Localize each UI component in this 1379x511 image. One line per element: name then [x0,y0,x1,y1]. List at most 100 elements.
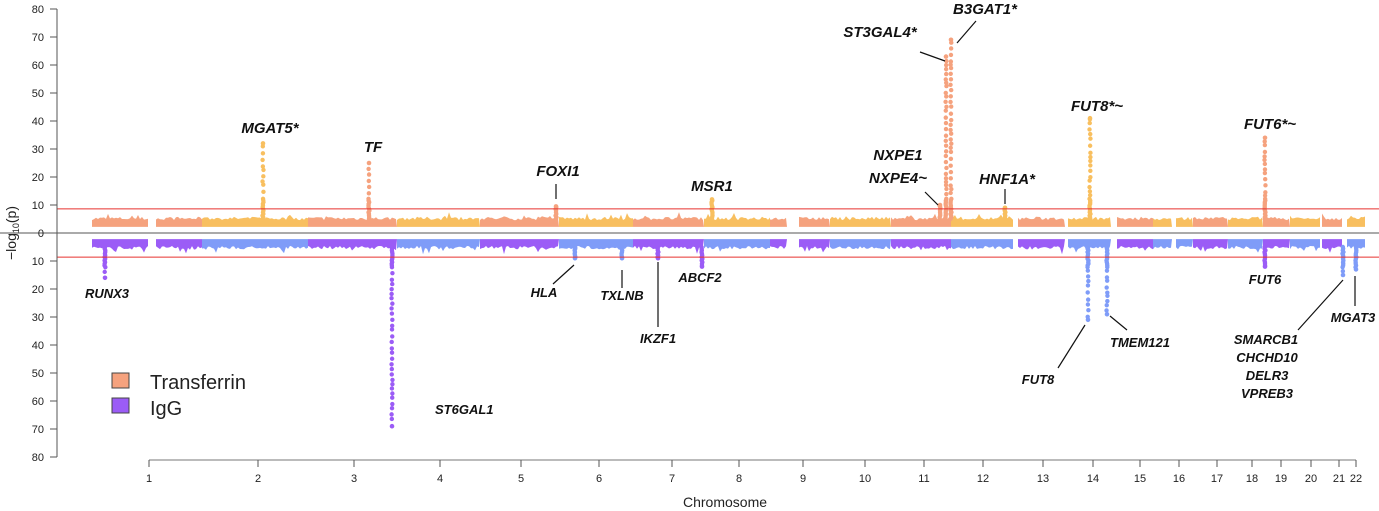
gene-label: TF [364,139,383,156]
transferrin-band [770,217,787,227]
igg-band [633,239,704,254]
transferrin-peak-point [943,133,949,138]
transferrin-peak-point [948,111,954,116]
igg-band [830,239,891,250]
transferrin-peak-point [1263,190,1268,195]
igg-peak-point [390,382,395,387]
y-tick-label: 60 [32,60,44,72]
transferrin-peak-point [943,153,949,159]
transferrin-peak-point [948,65,954,71]
igg-peak-point [389,386,395,391]
gene-label: DELR3 [1246,368,1289,383]
igg-peak-point [1086,278,1091,284]
x-tick-label: 10 [859,473,871,485]
y-tick-label: 30 [32,144,44,156]
igg-peak-point [1085,290,1090,295]
igg-peak-point [1340,272,1346,278]
transferrin-peak-point [943,115,948,120]
igg-peak-point [1085,297,1091,302]
legend-label-igg: IgG [150,398,182,420]
transferrin-peak-point [949,186,954,192]
x-tick-label: 7 [669,473,675,485]
igg-band [397,239,480,255]
igg-peak-point [102,275,108,281]
igg-band [1228,239,1263,253]
transferrin-peak-point [948,149,954,155]
transferrin-band [1176,217,1193,227]
transferrin-peak-point [943,179,949,185]
igg-peak-point [1104,308,1109,313]
transferrin-peak-point [948,37,954,43]
igg-peak-point [1104,275,1110,280]
transferrin-peak-point [948,127,953,133]
y-tick-label: 30 [32,312,44,324]
transferrin-peak-point [261,189,266,195]
transferrin-peak-point [1262,135,1268,141]
transferrin-band [559,213,633,227]
transferrin-peak-point [943,54,949,59]
y-tick-label: 50 [32,368,44,380]
transferrin-peak-point [1087,192,1093,198]
y-tick-label: 20 [32,172,44,184]
transferrin-peak-point [948,190,953,196]
transferrin-band [1263,216,1290,227]
transferrin-band [1018,216,1065,227]
igg-peak-point [389,339,394,345]
transferrin-band [891,213,951,227]
transferrin-band [1322,213,1342,227]
transferrin-peak-point [944,71,949,77]
transferrin-peak-point [1087,189,1093,194]
transferrin-peak-point [948,59,954,64]
transferrin-band [397,212,480,227]
gene-labels: MGAT5* TF FOXI1 MSR1 NXPE1 NXPE4~ ST3GAL4* B3GA… [85,1,1376,417]
leader-line [1057,324,1086,369]
gene-label: MSR1 [691,178,733,195]
transferrin-peak-point [943,138,948,143]
transferrin-peak-point [1087,178,1092,183]
transferrin-band [156,216,202,227]
transferrin-peak-point [260,151,266,156]
igg-peak-point [389,311,395,316]
y-tick-label: 20 [32,284,44,296]
gene-label: RUNX3 [85,286,130,301]
igg-peak-point [390,334,395,339]
y-tick-label: 10 [32,200,44,212]
transferrin-peak-point [1262,196,1268,202]
transferrin-peak-point [943,171,949,177]
gene-label: HLA [531,285,558,300]
transferrin-peak-point [944,104,949,110]
gene-label: NXPE1 [873,147,922,164]
igg-band [559,239,633,250]
transferrin-peak-point [1262,193,1268,198]
y-axis-label-sub: 10 [11,223,21,233]
igg-peak-point [389,356,395,361]
x-tick-label: 12 [977,473,989,485]
transferrin-peak-point [709,197,715,202]
transferrin-peak-point [1087,127,1092,132]
igg-peak-point [389,412,394,417]
igg-band [1176,239,1193,250]
gene-label: MGAT5* [241,120,299,137]
gene-label: CHCHD10 [1236,350,1298,365]
igg-peak-point [389,346,395,351]
igg-peak-point [1105,298,1110,304]
x-tick-label: 3 [351,473,357,485]
y-tick-label: 70 [32,32,44,44]
transferrin-peak-point [948,163,953,168]
transferrin-band [308,216,397,227]
transferrin-peak-point [1087,143,1093,148]
x-tick-label: 8 [736,473,742,485]
y-tick-label: 60 [32,396,44,408]
igg-peak-point [389,323,395,329]
transferrin-peak-point [260,196,266,202]
igg-band [92,239,148,253]
transferrin-peak-point [943,62,949,68]
transferrin-peak-point [1088,136,1093,141]
x-tick-label: 16 [1173,473,1185,485]
transferrin-peak-point [949,104,954,109]
transferrin-peak-point [1262,154,1267,159]
igg-peak-point [1104,311,1110,317]
igg-peak-point [1085,264,1090,270]
gene-label: FUT8*~ [1071,98,1123,115]
